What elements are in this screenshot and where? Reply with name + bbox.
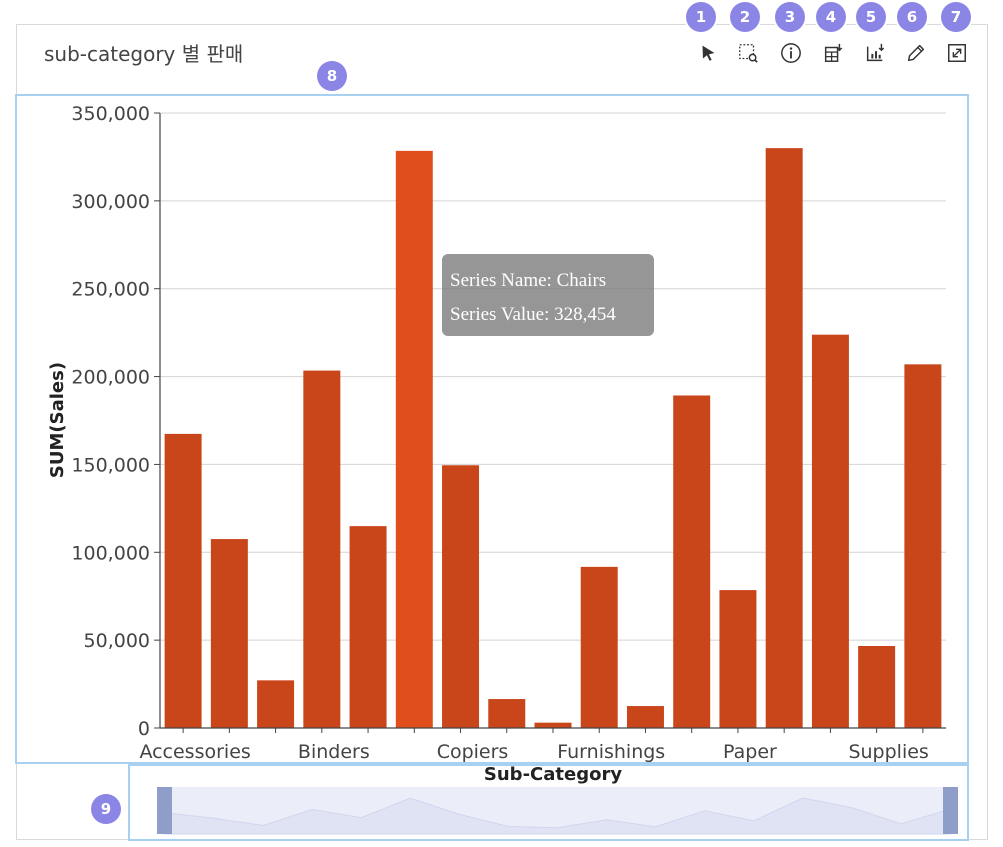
tool-badge-7: 7 <box>941 2 971 32</box>
zoom-region-icon <box>739 44 758 63</box>
range-navigator <box>157 787 958 835</box>
bar <box>210 539 248 728</box>
navigator-handle-right[interactable] <box>943 787 958 834</box>
edit-tool-button[interactable] <box>903 40 929 66</box>
info-circle-icon <box>781 43 801 63</box>
export-table-icon <box>824 43 843 62</box>
export-chart-tool-button[interactable] <box>862 40 888 66</box>
x-tick-label: Accessories <box>139 741 250 763</box>
zoom-select-tool-button[interactable] <box>735 40 761 66</box>
bar <box>164 433 202 728</box>
y-tick-label: 300,000 <box>71 191 150 213</box>
x-axis-title: Sub-Category <box>484 764 622 785</box>
y-axis-title: SUM(Sales) <box>47 362 68 478</box>
navigator-badge: 9 <box>91 794 121 824</box>
y-tick-label: 100,000 <box>71 542 150 564</box>
bar <box>349 526 387 728</box>
axes: 0 50,000 100,000 150,000 200,000 250,000 300,0… <box>47 103 946 785</box>
y-tick-label: 250,000 <box>71 279 150 301</box>
bar <box>395 150 433 729</box>
export-data-tool-button[interactable] <box>820 40 846 66</box>
y-tick-label: 0 <box>138 718 150 740</box>
navigator-handle-left[interactable] <box>157 787 172 834</box>
tool-badge-3: 3 <box>775 2 805 32</box>
panel-title: sub-category 별 판매 <box>44 42 244 66</box>
y-tick-label: 200,000 <box>71 367 150 389</box>
y-tick-label: 350,000 <box>71 103 150 125</box>
bar <box>858 645 896 728</box>
tool-badge-5: 5 <box>856 2 886 32</box>
pencil-icon <box>907 44 925 62</box>
select-tool-button[interactable] <box>695 40 721 66</box>
plot-area-highlight <box>15 94 969 764</box>
bar <box>303 370 341 728</box>
bar <box>488 699 526 728</box>
tool-badge-4: 4 <box>816 2 846 32</box>
bars <box>164 148 942 729</box>
x-tick-label: Supplies <box>848 741 928 763</box>
expand-tool-button[interactable] <box>944 40 970 66</box>
navigator-preview <box>164 797 951 835</box>
bar <box>257 680 295 728</box>
bar <box>673 395 711 728</box>
navigator-highlight <box>128 764 969 841</box>
tooltip-series-name: Series Name: Chairs <box>450 270 607 291</box>
cursor-arrow-icon <box>702 45 715 61</box>
y-tick-label: 150,000 <box>71 454 150 476</box>
tooltip-series-value: Series Value: 328,454 <box>450 304 616 325</box>
export-chart-icon <box>866 43 885 62</box>
bar <box>534 722 572 728</box>
expand-icon <box>948 44 966 62</box>
bar <box>580 566 618 728</box>
y-tick-label: 50,000 <box>84 630 150 652</box>
plot-area-badge: 8 <box>317 61 347 91</box>
info-tool-button[interactable] <box>778 40 804 66</box>
tool-badge-6: 6 <box>897 2 927 32</box>
series-tooltip: Series Name: Chairs Series Value: 328,45… <box>442 254 654 336</box>
x-tick-label: Binders <box>298 741 370 763</box>
bar <box>811 334 849 728</box>
bar <box>765 148 803 728</box>
bar <box>626 706 664 728</box>
tool-badge-1: 1 <box>686 2 716 32</box>
bar <box>719 590 757 728</box>
bar <box>904 364 942 728</box>
x-tick-label: Copiers <box>437 741 509 763</box>
tool-badge-2: 2 <box>730 2 760 32</box>
x-tick-label: Furnishings <box>557 741 665 763</box>
x-tick-label: Paper <box>723 741 777 763</box>
bar <box>442 465 480 728</box>
